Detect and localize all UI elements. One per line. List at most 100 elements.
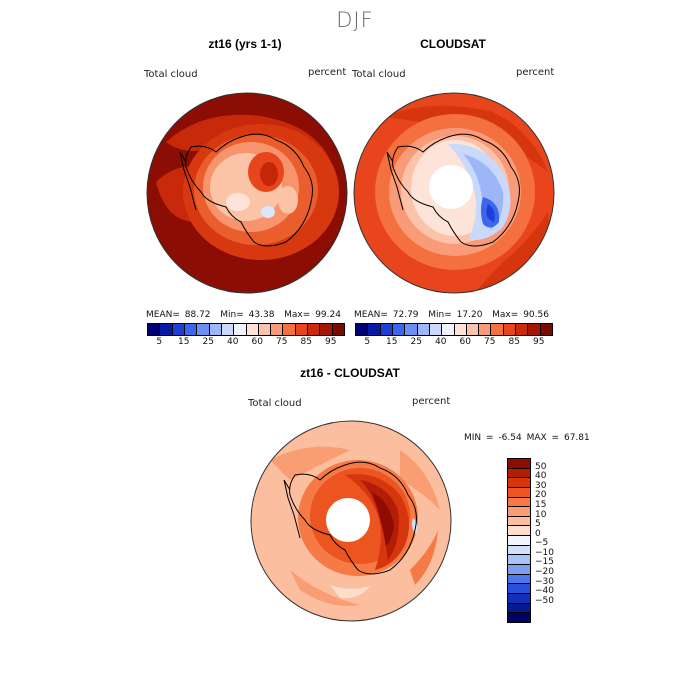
colorbar-tick-label: 30: [535, 480, 547, 491]
colorbar-swatch: [429, 324, 443, 335]
panel-right-units-label: percent: [516, 67, 555, 78]
colorbar-swatch: [160, 324, 173, 335]
diff-units-label: percent: [412, 396, 451, 407]
colorbar-tick-label: −30: [535, 576, 554, 587]
colorbar-tick-label: 60: [251, 337, 263, 347]
colorbar-swatch: [508, 487, 530, 498]
colorbar-swatch: [508, 603, 530, 614]
colorbar-swatch: [508, 584, 530, 594]
map-cloudsat-total-cloud: [353, 92, 555, 294]
min-label: Min=: [428, 310, 452, 320]
colorbar-tick-label: 20: [535, 490, 547, 501]
colorbar-swatch: [508, 526, 530, 537]
max-value: 99.24: [315, 310, 341, 320]
colorbar-tick-label: 15: [178, 337, 190, 347]
colorbar-swatch: [197, 324, 210, 335]
colorbar-tick-label: 25: [410, 337, 422, 347]
colorbar-swatch: [308, 324, 321, 335]
colorbar-tick-label: −15: [535, 557, 554, 568]
panel-right-variable-label: Total cloud: [352, 69, 406, 80]
colorbar-swatch: [466, 324, 480, 335]
panel-title-cloudsat: CLOUDSAT: [420, 37, 486, 51]
colorbar-swatch: [508, 574, 530, 585]
colorbar-swatch: [508, 536, 530, 546]
panel-left-stats: MEAN= 88.72 Min= 43.38 Max= 99.24: [146, 310, 341, 320]
diff-variable-label: Total cloud: [248, 398, 302, 409]
colorbar-swatch: [405, 324, 418, 335]
colorbar-swatch: [221, 324, 235, 335]
min-value: 17.20: [456, 310, 483, 320]
colorbar-swatch: [528, 324, 541, 335]
colorbar-tick-label: 25: [202, 337, 214, 347]
colorbar-model: [147, 323, 345, 336]
map-difference-total-cloud: [250, 420, 452, 622]
colorbar-tick-label: 85: [508, 337, 520, 347]
colorbar-swatch: [508, 497, 530, 508]
colorbar-tick-label: −10: [535, 547, 554, 558]
colorbar-swatch: [332, 324, 344, 335]
max-label: Max=: [492, 310, 519, 320]
colorbar-swatch: [540, 324, 552, 335]
colorbar-swatch: [454, 324, 467, 335]
diff-minmax: MIN = -6.54 MAX = 67.81: [464, 433, 590, 443]
colorbar-swatch: [184, 324, 198, 335]
colorbar-swatch: [234, 324, 247, 335]
panel-left-units-label: percent: [308, 67, 347, 78]
colorbar-tick-label: 0: [535, 528, 541, 539]
colorbar-swatch: [246, 324, 259, 335]
colorbar-swatch: [320, 324, 333, 335]
mean-label: MEAN=: [354, 310, 388, 320]
panel-title-model: zt16 (yrs 1-1): [208, 37, 282, 51]
colorbar-swatch: [172, 324, 185, 335]
mean-value: 72.79: [392, 310, 419, 320]
colorbar-swatch: [503, 324, 517, 335]
colorbar-swatch: [508, 593, 530, 604]
colorbar-swatch: [258, 324, 272, 335]
colorbar-swatch: [442, 324, 455, 335]
colorbar-swatch: [271, 324, 284, 335]
colorbar-tick-label: −50: [535, 595, 554, 606]
colorbar-tick-label: 85: [300, 337, 312, 347]
colorbar-swatch: [283, 324, 296, 335]
max-value: 90.56: [523, 310, 549, 320]
colorbar-swatch: [417, 324, 430, 335]
max-label: Max=: [284, 310, 311, 320]
colorbar-swatch: [508, 613, 530, 622]
colorbar-tick-label: 95: [533, 337, 545, 347]
colorbar-tick-label: 75: [484, 337, 496, 347]
colorbar-swatch: [508, 565, 530, 575]
colorbar-swatch: [148, 324, 161, 335]
season-title: DJF: [336, 8, 374, 32]
colorbar-tick-label: 5: [364, 337, 371, 347]
colorbar-tick-label: 95: [325, 337, 337, 347]
mean-value: 88.72: [184, 310, 211, 320]
colorbar-difference: [507, 458, 531, 623]
panel-right-stats: MEAN= 72.79 Min= 17.20 Max= 90.56: [354, 310, 549, 320]
colorbar-swatch: [508, 507, 530, 517]
colorbar-swatch: [356, 324, 369, 335]
colorbar-swatch: [508, 516, 530, 527]
min-value: -6.54: [498, 433, 522, 443]
colorbar-swatch: [209, 324, 222, 335]
colorbar-tick-label: 15: [535, 499, 547, 510]
colorbar-swatch: [508, 478, 530, 488]
colorbar-swatch: [491, 324, 504, 335]
colorbar-swatch: [508, 545, 530, 556]
panel-title-difference: zt16 - CLOUDSAT: [300, 366, 400, 380]
colorbar-tick-label: 10: [535, 509, 547, 520]
panel-left-variable-label: Total cloud: [144, 69, 198, 80]
colorbar-tick-label: 40: [227, 337, 239, 347]
colorbar-tick-label: −20: [535, 567, 554, 578]
colorbar-tick-label: 15: [386, 337, 398, 347]
colorbar-tick-label: −40: [535, 586, 554, 597]
min-label: Min=: [220, 310, 244, 320]
colorbar-swatch: [516, 324, 529, 335]
min-value: 43.38: [248, 310, 275, 320]
colorbar-swatch: [392, 324, 406, 335]
colorbar-tick-label: 50: [535, 461, 547, 472]
colorbar-tick-label: −5: [535, 538, 549, 549]
max-value: 67.81: [563, 433, 590, 443]
colorbar-cloudsat: [355, 323, 553, 336]
colorbar-swatch: [479, 324, 492, 335]
colorbar-tick-label: 40: [435, 337, 447, 347]
